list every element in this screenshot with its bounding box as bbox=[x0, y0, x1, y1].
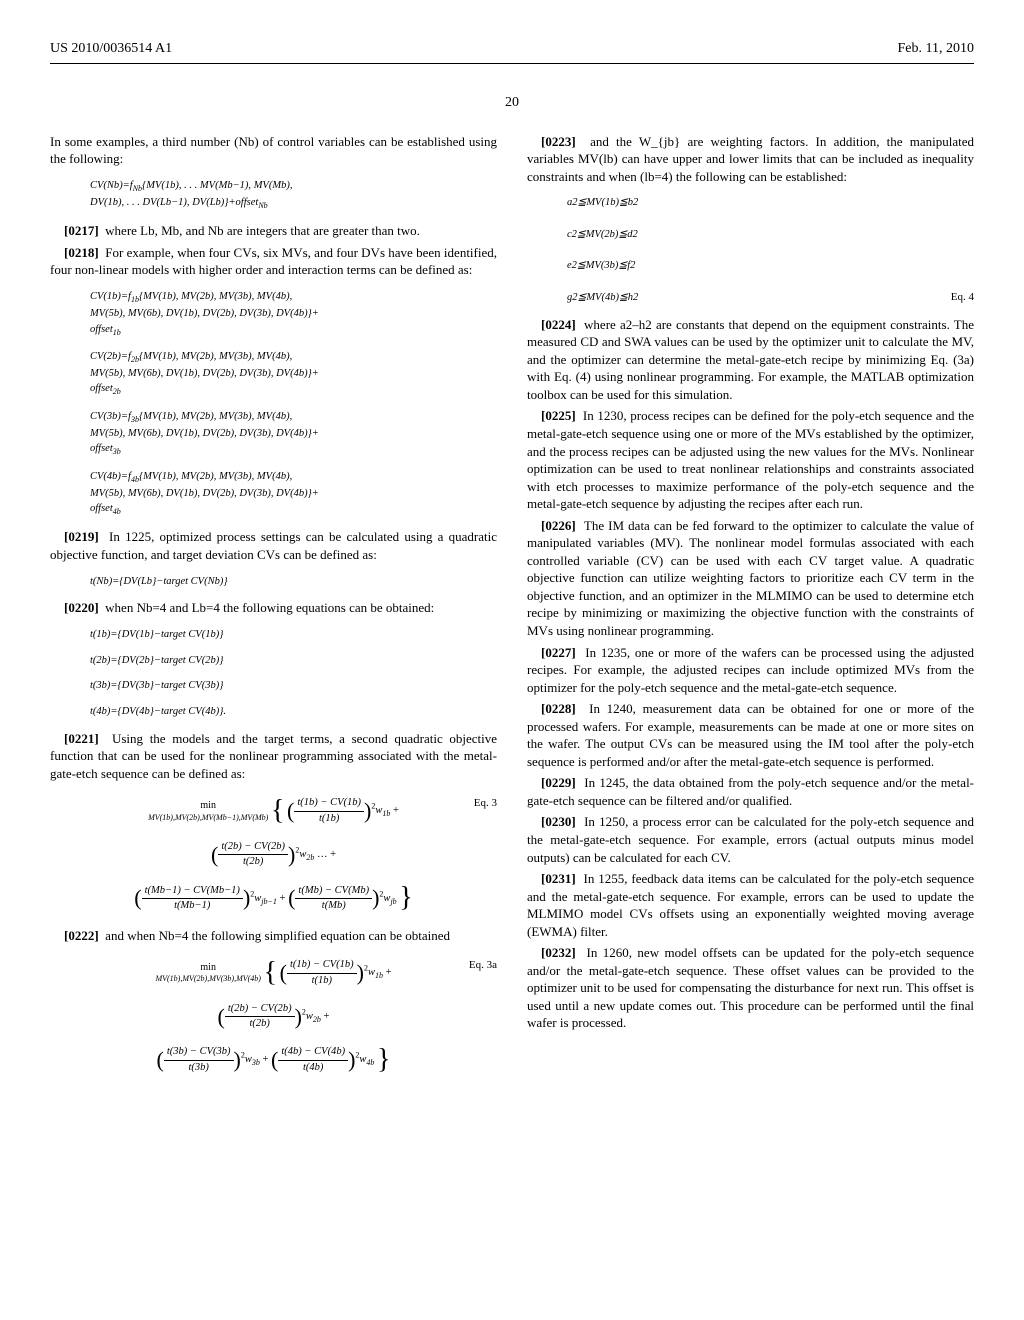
formula-cvnb: CV(Nb)=fNb{MV(1b), . . . MV(Mb−1), MV(Mb… bbox=[90, 178, 497, 212]
p0217: [0217] where Lb, Mb, and Nb are integers… bbox=[50, 222, 497, 240]
left-column: In some examples, a third number (Nb) of… bbox=[50, 133, 497, 1089]
formula-t3b: t(3b)={DV(3b}−target CV(3b)} bbox=[90, 678, 497, 694]
publication-number: US 2010/0036514 A1 bbox=[50, 40, 172, 59]
publication-date: Feb. 11, 2010 bbox=[898, 40, 974, 59]
right-column: [0223] and the W_{jb} are weighting fact… bbox=[527, 133, 974, 1089]
formula-tnb: t(Nb)={DV(Lb}−target CV(Nb)} bbox=[90, 574, 497, 590]
p0229: [0229] In 1245, the data obtained from t… bbox=[527, 774, 974, 809]
eq3-label: Eq. 3 bbox=[474, 796, 497, 811]
formula-t2b: t(2b)={DV(2b}−target CV(2b)} bbox=[90, 653, 497, 669]
formula-cv2b: CV(2b)=f2b{MV(1b), MV(2b), MV(3b), MV(4b… bbox=[90, 349, 497, 399]
p0225: [0225] In 1230, process recipes can be d… bbox=[527, 407, 974, 512]
p0227: [0227] In 1235, one or more of the wafer… bbox=[527, 644, 974, 697]
intro-para: In some examples, a third number (Nb) of… bbox=[50, 133, 497, 168]
p0230: [0230] In 1250, a process error can be c… bbox=[527, 813, 974, 866]
p0218: [0218] For example, when four CVs, six M… bbox=[50, 244, 497, 279]
p0224: [0224] where a2–h2 are constants that de… bbox=[527, 316, 974, 404]
formula-cv4b: CV(4b)=f4b{MV(1b), MV(2b), MV(3b), MV(4b… bbox=[90, 469, 497, 519]
formula-t1b: t(1b)={DV(1b}−target CV(1b)} bbox=[90, 627, 497, 643]
eq3a-label: Eq. 3a bbox=[469, 958, 497, 973]
body-columns: In some examples, a third number (Nb) of… bbox=[50, 133, 974, 1089]
p0223: [0223] and the W_{jb} are weighting fact… bbox=[527, 133, 974, 186]
constraints: a2≦MV(1b)≦b2 c2≦MV(2b)≦d2 e2≦MV(3b)≦f2 g… bbox=[567, 195, 974, 305]
page-number: 20 bbox=[50, 94, 974, 113]
p0222: [0222] and when Nb=4 the following simpl… bbox=[50, 927, 497, 945]
equation-3: Eq. 3 minMV(1b),MV(2b),MV(Mb−1),MV(Mb) {… bbox=[50, 796, 497, 912]
p0219: [0219] In 1225, optimized process settin… bbox=[50, 528, 497, 563]
p0226: [0226] The IM data can be fed forward to… bbox=[527, 517, 974, 640]
formula-cv3b: CV(3b)=f3b{MV(1b), MV(2b), MV(3b), MV(4b… bbox=[90, 409, 497, 459]
p0232: [0232] In 1260, new model offsets can be… bbox=[527, 944, 974, 1032]
p0228: [0228] In 1240, measurement data can be … bbox=[527, 700, 974, 770]
p0221: [0221] Using the models and the target t… bbox=[50, 730, 497, 783]
eq4-label: Eq. 4 bbox=[951, 289, 974, 306]
equation-3a: Eq. 3a minMV(1b),MV(2b),MV(3b),MV(4b) { … bbox=[50, 958, 497, 1074]
formula-t4b: t(4b)={DV(4b}−target CV(4b)}. bbox=[90, 704, 497, 720]
p0231: [0231] In 1255, feedback data items can … bbox=[527, 870, 974, 940]
formula-cv1b: CV(1b)=f1b{MV(1b), MV(2b), MV(3b), MV(4b… bbox=[90, 289, 497, 339]
p0220: [0220] when Nb=4 and Lb=4 the following … bbox=[50, 599, 497, 617]
page-header: US 2010/0036514 A1 Feb. 11, 2010 bbox=[50, 40, 974, 64]
